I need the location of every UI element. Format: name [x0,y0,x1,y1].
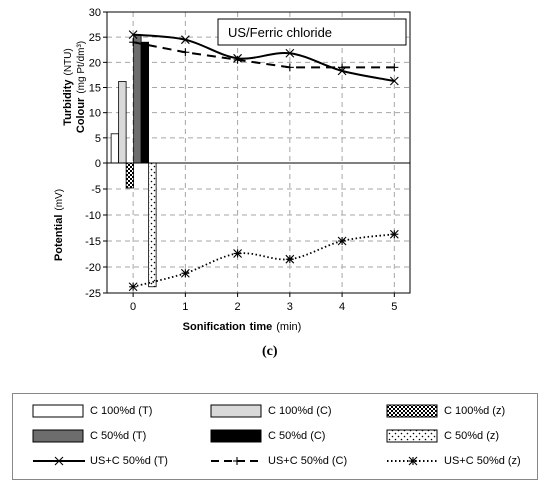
legend-label: US+C 50%d (T) [90,455,168,467]
legend-swatch [386,429,438,443]
legend-swatch [210,404,262,418]
bar-c-50-d-t- [133,34,142,164]
y-tick-label: -5 [91,184,101,196]
y-tick-label: 30 [89,7,101,19]
marker-x [389,76,399,86]
legend-item: C 100%d (C) [209,402,332,420]
legend-item: C 50%d (T) [31,427,146,445]
legend-label: C 100%d (C) [268,405,332,417]
legend-label: C 50%d (C) [268,430,326,442]
bar-c-100-d-z- [125,162,135,189]
legend-swatch [387,456,439,466]
series-line-us-c-50-d-z- [132,233,395,288]
legend-item: C 100%d (T) [31,402,152,420]
y-tick-label: -10 [85,210,101,222]
legend-item: C 50%d (z) [385,427,499,445]
bar-c-50-d-z- [148,162,157,288]
x-tick-label: 5 [391,301,397,313]
y-tick-label: -15 [85,236,101,248]
chart: 0 5 10 15 20 25 30 -5 -10 -15 -20 -25 0 1 2 3 4 5 US/Ferr… [53,7,411,333]
marker-asterisk [337,236,347,246]
legend-item: US+C 50%d (C) [209,452,347,470]
marker-asterisk [408,456,418,466]
legend: C 100%d (T) C 100%d (C) C 100%d (z) C 50%d … [12,393,538,480]
y-tick-label: 10 [89,108,101,120]
marker-plus [233,55,242,64]
bar-c-100-d-c- [118,81,127,164]
marker-x [54,456,64,466]
x-tick-label: 0 [130,301,136,313]
grid [107,11,410,293]
y-tick-label: -25 [85,288,101,300]
y-tick-label: 25 [89,32,101,44]
series-lines [128,30,399,292]
marker-plus [338,63,347,72]
x-tick-label: 1 [182,301,188,313]
x-tick-label: 2 [235,301,241,313]
chart-title-box: US/Ferric chloride [217,18,407,46]
legend-item: C 100%d (z) [385,402,505,420]
y-tick-label: 20 [89,57,101,69]
chart-title: US/Ferric chloride [228,25,332,40]
marker-asterisk [233,249,242,258]
panel-label: (c) [262,344,278,359]
lower-y-axis-title: Potential(mV) [53,189,65,261]
marker-x [285,48,295,58]
upper-y-axis-title-line1: Turbidity(NTU) [62,48,74,125]
legend-swatch [211,457,263,465]
legend-swatch [386,404,438,418]
y-tick-label: 15 [89,83,101,95]
x-tick-label: 3 [287,301,293,313]
marker-x [180,35,190,45]
legend-swatch [32,404,84,418]
legend-swatch [33,456,85,466]
plot-frame [106,11,411,294]
marker-plus [285,63,294,72]
y-tick-label: 5 [95,133,101,145]
legend-swatch [32,429,84,443]
legend-label: C 100%d (T) [90,405,153,417]
x-axis-title: Sonification time (min) [183,321,302,333]
marker-asterisk [389,229,399,239]
series-line-us-c-50-d-t- [133,33,395,82]
marker-plus [129,38,138,47]
legend-label: US+C 50%d (z) [444,455,521,467]
y-tick-label: 0 [95,158,101,170]
legend-label: C 50%d (T) [90,430,147,442]
marker-plus [233,457,241,465]
legend-item: US+C 50%d (T) [31,452,168,470]
upper-y-axis-title-line2: Colour(mg Pt/dm³) [75,41,87,133]
marker-plus [390,63,399,72]
bar-c-100-d-t- [110,133,120,164]
marker-x [128,30,138,40]
legend-swatch [210,429,262,443]
axes: 0 5 10 15 20 25 30 -5 -10 -15 -20 -25 0 1 2 3 4 5 [85,7,411,313]
legend-item: C 50%d (C) [209,427,325,445]
marker-asterisk [285,254,295,264]
marker-asterisk [128,282,138,292]
legend-label: C 100%d (z) [444,405,506,417]
legend-label: US+C 50%d (C) [268,455,348,467]
marker-asterisk [180,268,190,278]
y-tick-label: -20 [85,262,101,274]
legend-label: C 50%d (z) [444,430,500,442]
marker-plus [181,48,190,57]
series-line-us-c-50-d-c- [132,41,395,69]
x-tick-label: 4 [339,301,345,313]
legend-item: US+C 50%d (z) [385,452,521,470]
bar-c-50-d-c- [140,41,150,164]
